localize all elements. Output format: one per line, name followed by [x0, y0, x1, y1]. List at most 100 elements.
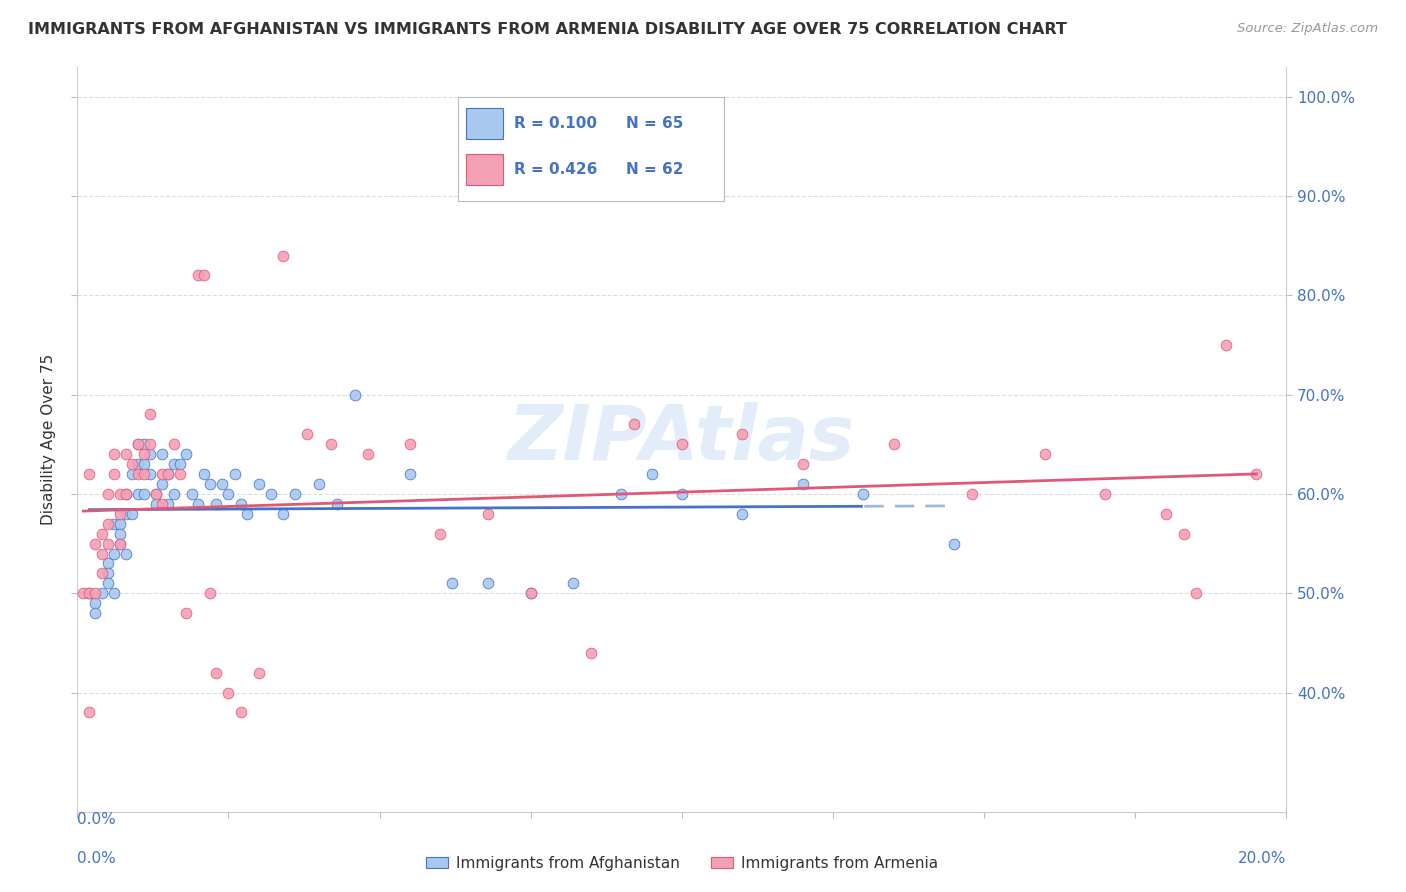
- Point: [169, 467, 191, 481]
- Point: [84, 596, 107, 610]
- Point: [187, 497, 209, 511]
- Point: [114, 447, 136, 461]
- Point: [79, 586, 101, 600]
- Text: 0.0%: 0.0%: [77, 812, 117, 827]
- Point: [193, 268, 215, 283]
- Point: [79, 467, 101, 481]
- Point: [792, 477, 814, 491]
- Point: [852, 487, 875, 501]
- Point: [150, 467, 173, 481]
- Point: [211, 477, 233, 491]
- Point: [247, 665, 270, 680]
- Point: [150, 497, 173, 511]
- Point: [96, 557, 118, 571]
- Point: [399, 467, 422, 481]
- Point: [114, 487, 136, 501]
- Point: [139, 447, 162, 461]
- Point: [260, 487, 283, 501]
- Point: [139, 467, 162, 481]
- Point: [1154, 507, 1177, 521]
- Legend: Immigrants from Afghanistan, Immigrants from Armenia: Immigrants from Afghanistan, Immigrants …: [418, 848, 946, 879]
- Point: [399, 437, 422, 451]
- Point: [218, 685, 240, 699]
- Point: [163, 487, 186, 501]
- Point: [610, 487, 633, 501]
- Point: [103, 516, 125, 531]
- Point: [295, 427, 318, 442]
- Point: [90, 586, 112, 600]
- Point: [429, 526, 451, 541]
- Point: [96, 566, 118, 581]
- Point: [193, 467, 215, 481]
- Point: [1246, 467, 1268, 481]
- Point: [150, 477, 173, 491]
- Point: [157, 497, 180, 511]
- Point: [271, 507, 294, 521]
- Point: [271, 249, 294, 263]
- Point: [127, 437, 149, 451]
- Point: [132, 487, 155, 501]
- Point: [356, 447, 378, 461]
- Point: [108, 516, 131, 531]
- Point: [127, 467, 149, 481]
- Point: [641, 467, 664, 481]
- Point: [1033, 447, 1056, 461]
- Point: [108, 536, 131, 550]
- Point: [79, 586, 101, 600]
- Point: [90, 566, 112, 581]
- Point: [103, 467, 125, 481]
- Point: [229, 497, 252, 511]
- Point: [218, 487, 240, 501]
- Point: [150, 447, 173, 461]
- Point: [132, 457, 155, 471]
- Point: [235, 507, 257, 521]
- Point: [284, 487, 307, 501]
- Point: [163, 457, 186, 471]
- Point: [108, 536, 131, 550]
- Point: [145, 497, 167, 511]
- Point: [200, 586, 222, 600]
- Point: [127, 487, 149, 501]
- Point: [520, 586, 543, 600]
- Point: [157, 467, 180, 481]
- Point: [344, 387, 367, 401]
- Point: [623, 417, 645, 432]
- Point: [174, 447, 197, 461]
- Point: [1094, 487, 1116, 501]
- Point: [671, 437, 693, 451]
- Point: [187, 268, 209, 283]
- Point: [132, 447, 155, 461]
- Point: [84, 606, 107, 620]
- Point: [108, 526, 131, 541]
- Point: [671, 487, 693, 501]
- Point: [169, 457, 191, 471]
- Point: [96, 487, 118, 501]
- Point: [132, 467, 155, 481]
- Point: [477, 576, 499, 591]
- Point: [181, 487, 204, 501]
- Point: [229, 706, 252, 720]
- Point: [103, 586, 125, 600]
- Point: [103, 447, 125, 461]
- Point: [96, 516, 118, 531]
- Point: [127, 457, 149, 471]
- Point: [520, 586, 543, 600]
- Point: [731, 507, 754, 521]
- Point: [127, 437, 149, 451]
- Point: [84, 586, 107, 600]
- Point: [326, 497, 349, 511]
- Point: [79, 706, 101, 720]
- Text: 20.0%: 20.0%: [1239, 851, 1286, 865]
- Point: [90, 547, 112, 561]
- Point: [121, 507, 143, 521]
- Point: [96, 576, 118, 591]
- Text: ZIPAtlas: ZIPAtlas: [508, 402, 856, 476]
- Point: [121, 457, 143, 471]
- Point: [103, 547, 125, 561]
- Point: [84, 536, 107, 550]
- Point: [157, 467, 180, 481]
- Point: [883, 437, 905, 451]
- Point: [121, 467, 143, 481]
- Point: [72, 586, 94, 600]
- Point: [1184, 586, 1206, 600]
